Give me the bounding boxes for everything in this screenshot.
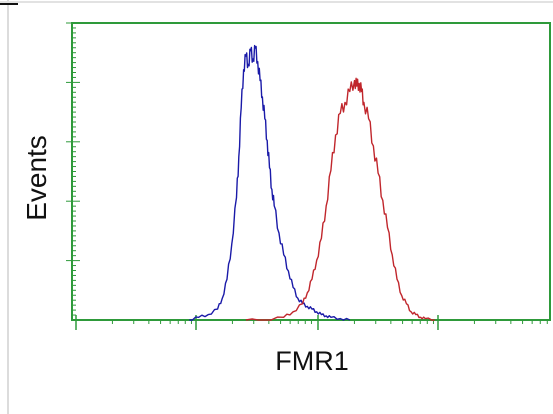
- axis-ticks: [66, 22, 548, 330]
- series-line-2: [245, 77, 435, 321]
- x-axis-label: FMR1: [275, 346, 349, 376]
- y-axis-label: Events: [21, 135, 52, 221]
- series-layer: [189, 44, 435, 321]
- series-line-1: [189, 44, 351, 321]
